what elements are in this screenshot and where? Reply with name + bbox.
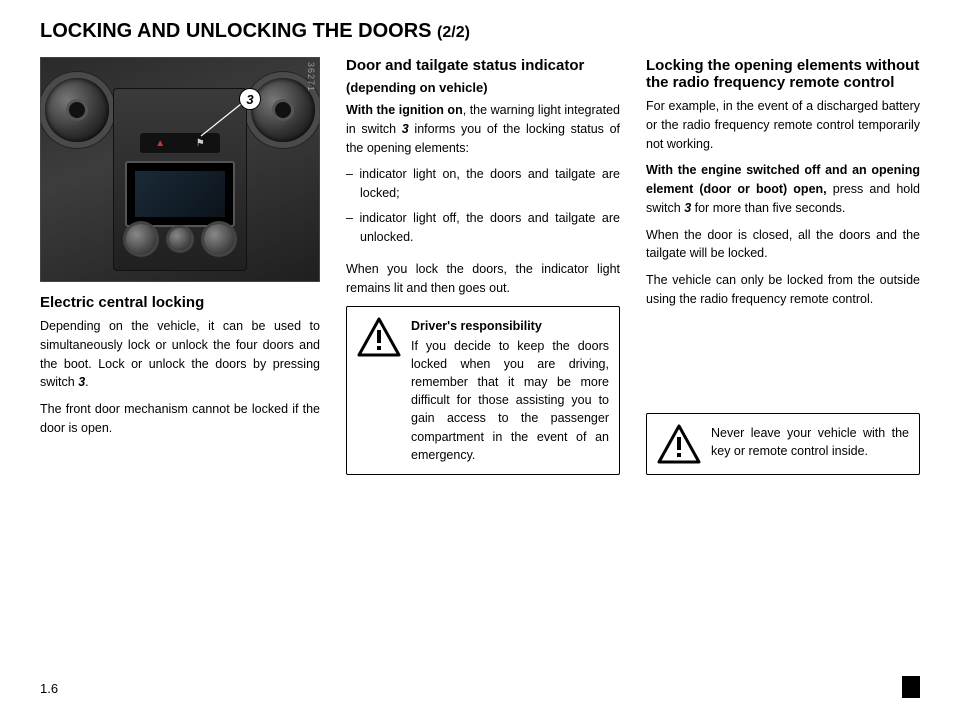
page-title: LOCKING AND UNLOCKING THE DOORS (2/2) (40, 20, 920, 43)
col2-li2: indicator light off, the doors and tailg… (346, 209, 620, 247)
column-3: Locking the opening elements without the… (646, 57, 920, 475)
col3-p1: For example, in the event of a discharge… (646, 97, 920, 153)
col3-p4: The vehicle can only be locked from the … (646, 271, 920, 309)
col1-p2: The front door mechanism cannot be locke… (40, 400, 320, 438)
col1-p1: Depending on the vehicle, it can be used… (40, 317, 320, 392)
center-stack: ▲ ⚑ (113, 88, 247, 271)
callout-3-number: 3 (246, 92, 253, 107)
col3-p3: When the door is closed, all the doors a… (646, 226, 920, 264)
central-lock-switch-row: ▲ ⚑ (140, 133, 220, 153)
knob-icon (126, 224, 156, 254)
col2-p2: When you lock the doors, the indicator l… (346, 260, 620, 298)
key-inside-warning: Never leave your vehicle with the key or… (646, 413, 920, 475)
columns: ▲ ⚑ 3 36271 Elect (40, 57, 920, 475)
warning-body: If you decide to keep the doors locked w… (411, 339, 609, 462)
warning-title: Driver's responsibility (411, 317, 609, 335)
air-vent-left-icon (45, 78, 109, 142)
col1-heading: Electric central locking (40, 294, 320, 311)
title-main: LOCKING AND UNLOCKING THE DOORS (40, 20, 431, 42)
col2-subnote: (depending on vehicle) (346, 80, 620, 95)
callout-3: 3 (239, 88, 261, 110)
col2-heading: Door and tailgate status indicator (346, 57, 620, 74)
infotainment-screen (125, 161, 235, 227)
dashboard-figure: ▲ ⚑ 3 36271 (40, 57, 320, 282)
figure-reference-number: 36271 (306, 62, 316, 92)
page-number: 1.6 (40, 681, 58, 696)
col3-heading: Locking the opening elements without the… (646, 57, 920, 91)
col2-list: indicator light on, the doors and tailga… (346, 165, 620, 252)
climate-knobs (126, 220, 234, 258)
section-tab-marker (902, 676, 920, 698)
title-part: (2/2) (437, 24, 470, 41)
knob-icon (169, 228, 191, 250)
warning-triangle-icon (357, 317, 401, 464)
hazard-icon: ▲ (155, 138, 165, 149)
warning-body: Never leave your vehicle with the key or… (711, 424, 909, 464)
column-2: Door and tailgate status indicator (depe… (346, 57, 620, 475)
col2-li1: indicator light on, the doors and tailga… (346, 165, 620, 203)
knob-icon (204, 224, 234, 254)
warning-text: Driver's responsibility If you decide to… (411, 317, 609, 464)
column-1: ▲ ⚑ 3 36271 Elect (40, 57, 320, 475)
col2-p1: With the ignition on, the warning light … (346, 101, 620, 157)
manual-page: LOCKING AND UNLOCKING THE DOORS (2/2) ▲ … (0, 0, 960, 710)
driver-responsibility-warning: Driver's responsibility If you decide to… (346, 306, 620, 475)
lock-icon: ⚑ (196, 138, 205, 149)
warning-triangle-icon (657, 424, 701, 464)
col3-p2: With the engine switched off and an open… (646, 161, 920, 217)
